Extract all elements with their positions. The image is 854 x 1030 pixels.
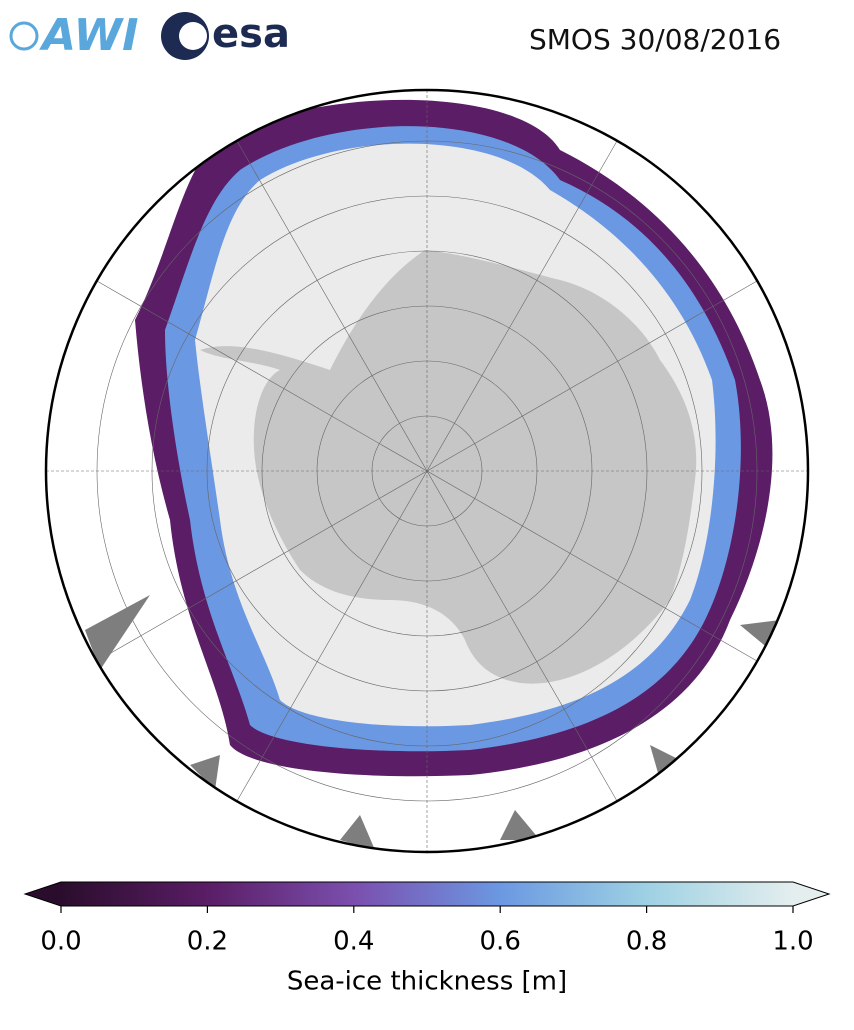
logo-text: esa [212, 11, 290, 57]
colorbar-scale [61, 882, 793, 906]
colorbar-extend-low [25, 882, 61, 906]
map-frame [44, 88, 810, 854]
colorbar-tick-label: 0.8 [626, 927, 667, 957]
map [46, 90, 808, 852]
colorbar-tick-label: 0.4 [333, 927, 374, 957]
colorbar-label: Sea-ice thickness [m] [287, 967, 567, 997]
title: SMOS 30/08/2016 [529, 23, 781, 56]
esa-logo: esa [161, 11, 290, 60]
logo-text: AWI [39, 10, 139, 61]
colorbar-tick-label: 0.2 [187, 927, 228, 957]
awi-logo: AWI [9, 10, 139, 61]
colorbar-tick-label: 1.0 [772, 927, 813, 957]
colorbar: Sea-ice thickness [m] 0.0 0.2 0.4 0.6 0.8 1.0 [23, 881, 831, 997]
colorbar-extend-high [793, 882, 829, 906]
colorbar-tick-label: 0.6 [480, 927, 521, 957]
colorbar-tick-label: 0.0 [40, 927, 81, 957]
